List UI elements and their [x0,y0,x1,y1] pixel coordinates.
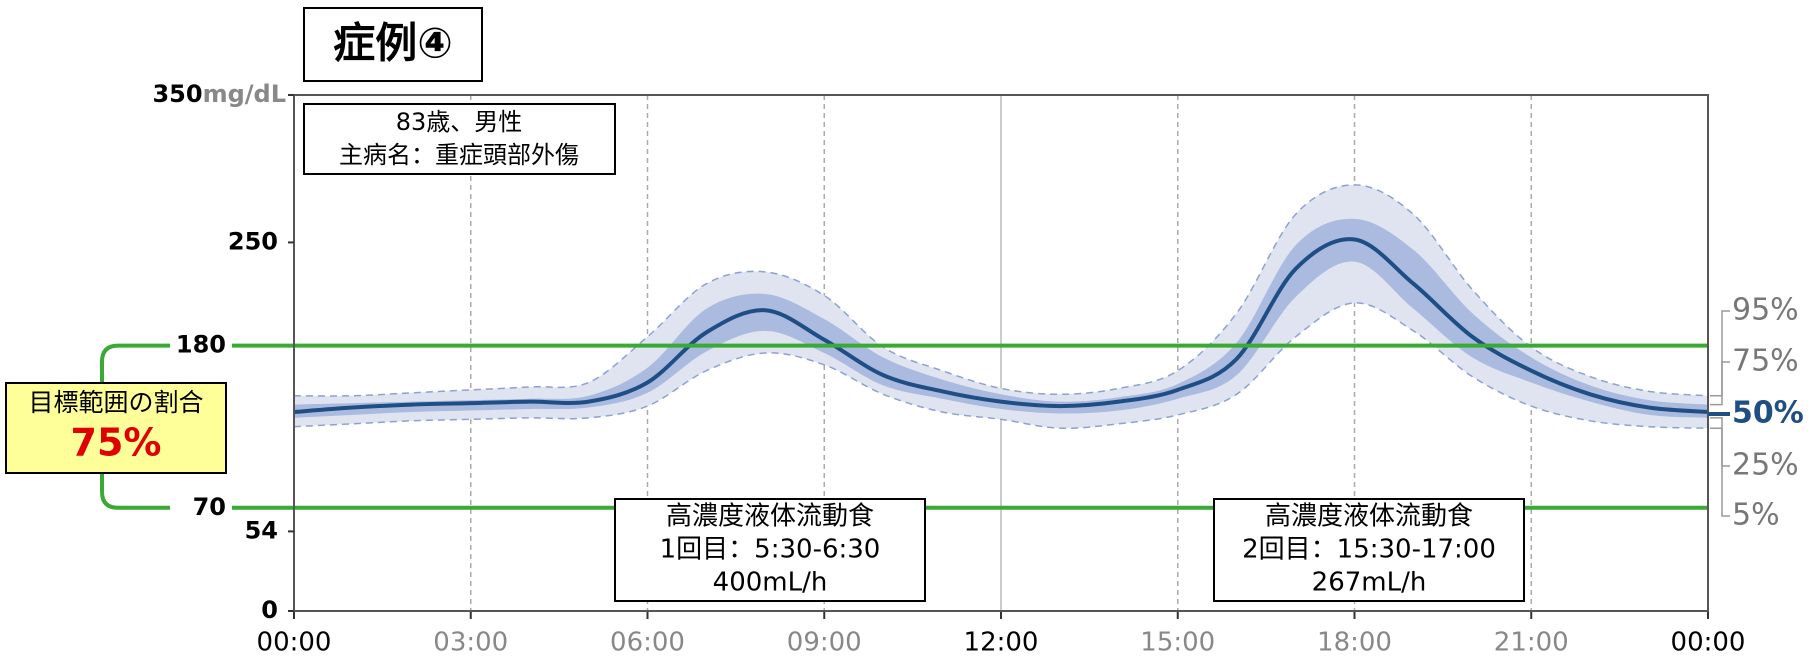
target-label: 70 [193,493,226,521]
info-text: 主病名：重症頭部外傷 [339,141,579,169]
annotation-text: 267mL/h [1312,568,1427,598]
annotation-text: 400mL/h [713,568,828,598]
y-tick-label: 54 [245,516,278,544]
info-box [303,103,616,175]
median-line [293,237,1709,414]
percentile-connector [1710,417,1730,467]
x-tick-label: 06:00 [610,628,685,658]
annotation-text: 2回目：15:30-17:00 [1242,535,1496,565]
percentile-line [293,302,1709,430]
percentile-connector [1710,427,1730,517]
y-tick-label: 0 [261,596,278,624]
x-tick-label: 03:00 [433,628,508,658]
target-label: 180 [176,331,226,359]
y-tick-label: 250 [228,227,278,255]
x-tick-label: 21:00 [1494,628,1569,658]
percentile-connector [1710,361,1730,406]
y-tick-label: 350 [152,80,202,108]
annotation-text: 高濃度液体流動食 [666,502,874,532]
title-box [303,7,483,82]
y-unit: mg/dL [203,80,286,108]
tir-box [5,382,227,474]
x-tick-label: 09:00 [787,628,862,658]
annotation-text: 1回目：5:30-6:30 [660,535,881,565]
x-tick-label: 00:00 [257,628,332,658]
x-tick-label: 15:00 [1140,628,1215,658]
chart-title: 症例④ [333,19,453,68]
annotation-box [614,498,926,602]
tir-title: 目標範囲の割合 [28,388,203,417]
annotation-box [1213,498,1525,602]
percentile-label: 50% [1732,396,1804,431]
inner-band [294,218,1708,418]
tir-value: 75% [71,421,162,465]
x-tick-label: 12:00 [964,628,1039,658]
x-tick-label: 00:00 [1671,628,1746,658]
plot-frame [293,94,1709,612]
percentile-label: 25% [1732,448,1799,483]
info-text: 83歳、男性 [396,108,523,136]
percentile-label: 5% [1732,498,1780,533]
percentile-line [293,184,1709,397]
annotation-text: 高濃度液体流動食 [1265,502,1473,532]
x-tick-label: 18:00 [1317,628,1392,658]
percentile-label: 75% [1732,344,1799,379]
percentile-connector [1710,310,1730,397]
percentile-label: 95% [1732,293,1799,328]
